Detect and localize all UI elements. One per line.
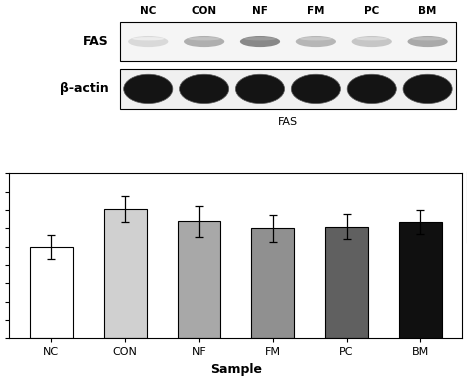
Ellipse shape	[347, 74, 396, 103]
Ellipse shape	[240, 36, 280, 47]
Ellipse shape	[356, 37, 388, 40]
Ellipse shape	[300, 37, 332, 40]
Ellipse shape	[296, 36, 336, 47]
Text: BM: BM	[418, 5, 437, 16]
Text: CON: CON	[191, 5, 217, 16]
X-axis label: Sample: Sample	[210, 363, 262, 376]
Ellipse shape	[408, 36, 448, 47]
Ellipse shape	[403, 74, 452, 103]
Ellipse shape	[235, 74, 284, 103]
Ellipse shape	[124, 74, 173, 103]
Bar	[120, 68, 455, 109]
Text: NF: NF	[252, 5, 268, 16]
Ellipse shape	[128, 36, 169, 47]
Text: FM: FM	[307, 5, 325, 16]
Bar	[177, 221, 220, 338]
Text: β-actin: β-actin	[60, 82, 109, 95]
Ellipse shape	[188, 37, 220, 40]
Bar	[30, 247, 73, 338]
Ellipse shape	[411, 37, 444, 40]
Text: NC: NC	[140, 5, 156, 16]
Ellipse shape	[184, 36, 224, 47]
Ellipse shape	[352, 36, 392, 47]
Ellipse shape	[291, 74, 340, 103]
Text: FAS: FAS	[278, 117, 298, 128]
Ellipse shape	[244, 37, 276, 40]
Text: PC: PC	[364, 5, 379, 16]
Text: FAS: FAS	[83, 35, 109, 48]
Bar	[399, 222, 442, 338]
Ellipse shape	[132, 37, 164, 40]
Bar	[251, 228, 294, 338]
Ellipse shape	[179, 74, 229, 103]
Bar	[325, 227, 368, 338]
Bar	[120, 22, 455, 61]
Bar	[104, 209, 147, 338]
